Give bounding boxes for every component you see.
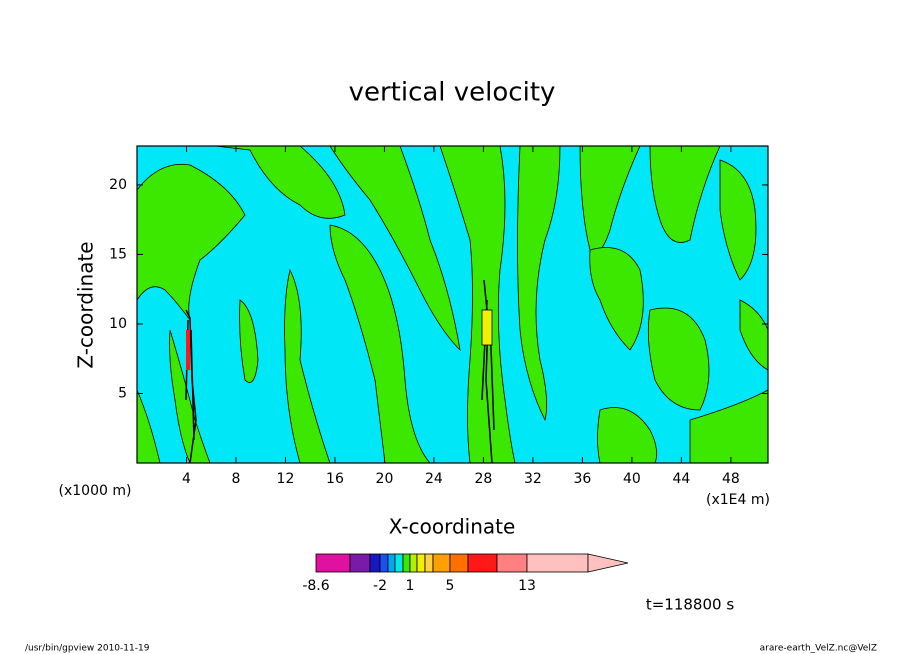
y-axis-label: Z-coordinate <box>74 241 98 368</box>
field-peak <box>481 309 493 346</box>
colorbar-extension <box>587 553 629 573</box>
x-tick-label: 36 <box>573 471 591 487</box>
field-region <box>214 146 346 219</box>
x-unit-label: (x1000 m) <box>59 483 132 499</box>
time-label: t=118800 s <box>646 596 734 614</box>
x-unit-label-right: (x1E4 m) <box>706 492 770 508</box>
field-region <box>589 247 644 351</box>
field-region <box>719 159 757 281</box>
colorbar-segment <box>432 553 451 573</box>
field-region <box>169 329 211 463</box>
y-tick-label: 20 <box>109 177 127 193</box>
x-tick-label: 24 <box>425 471 443 487</box>
field-region <box>649 146 721 243</box>
colorbar-segment <box>449 553 469 573</box>
footer-right: arare-earth_VelZ.nc@VelZ <box>760 644 877 654</box>
field-region <box>239 299 259 383</box>
colorbar-segment <box>526 553 589 573</box>
colorbar-segment <box>467 553 498 573</box>
footer-left: /usr/bin/gpview 2010-11-19 <box>25 644 150 654</box>
colorbar-segment <box>394 553 404 573</box>
y-tick-label: 10 <box>109 316 127 332</box>
colorbar-label: 13 <box>518 578 536 594</box>
colorbar-label: -2 <box>373 578 387 594</box>
colorbar-segment <box>416 553 426 573</box>
colorbar-segment <box>409 553 418 573</box>
field-region <box>137 163 246 321</box>
x-tick-label: 4 <box>182 471 191 487</box>
field-region <box>739 299 768 371</box>
colorbar-segment <box>369 553 381 573</box>
field-region <box>439 146 516 463</box>
x-tick-label: 28 <box>475 471 493 487</box>
field-region <box>647 307 710 411</box>
x-tick-label: 48 <box>722 471 740 487</box>
colorbar-segment <box>379 553 389 573</box>
plot-frame <box>136 145 769 464</box>
field-region <box>284 268 331 463</box>
colorbar-segment <box>387 553 396 573</box>
colorbar-segment <box>496 553 528 573</box>
y-tick-label: 5 <box>118 385 127 401</box>
x-tick-label: 12 <box>277 471 295 487</box>
field-region <box>517 146 561 422</box>
colorbar-segment <box>349 553 371 573</box>
field-region <box>329 224 431 463</box>
colorbar-label: -8.6 <box>302 578 329 594</box>
x-tick-label: 8 <box>232 471 241 487</box>
x-tick-label: 32 <box>524 471 542 487</box>
x-tick-label: 16 <box>326 471 344 487</box>
y-tick-label: 15 <box>109 246 127 262</box>
colorbar-segment <box>315 553 351 573</box>
field-peak <box>186 330 190 370</box>
x-axis-label: X-coordinate <box>389 515 516 539</box>
colorbar-label: 1 <box>406 578 415 594</box>
x-tick-label: 20 <box>376 471 394 487</box>
field-region <box>597 407 658 463</box>
field-region <box>329 146 461 352</box>
contour-field <box>137 146 768 463</box>
x-tick-label: 44 <box>672 471 690 487</box>
chart-title: vertical velocity <box>349 78 556 108</box>
x-tick-label: 40 <box>623 471 641 487</box>
colorbar-segment <box>402 553 411 573</box>
colorbar-label: 5 <box>446 578 455 594</box>
field-region <box>689 389 768 463</box>
colorbar-segment <box>424 553 434 573</box>
